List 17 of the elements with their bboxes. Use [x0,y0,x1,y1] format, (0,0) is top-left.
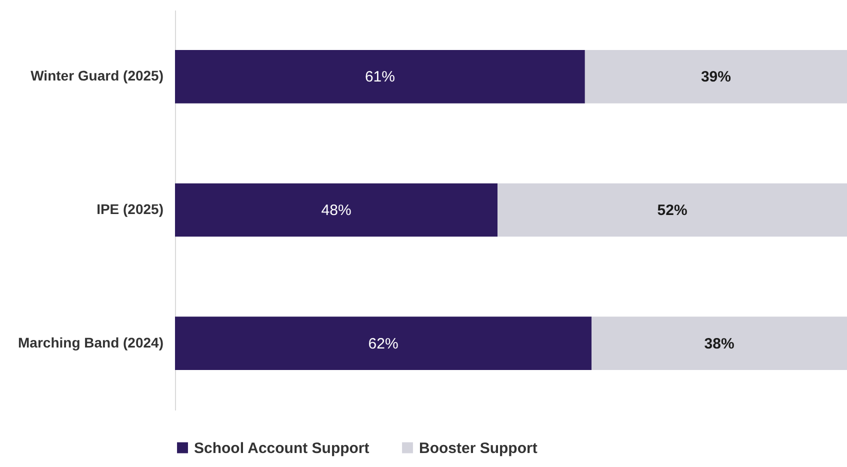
data-label: 39% [700,68,731,86]
data-label: 38% [704,335,734,352]
data-label: 48% [321,202,352,219]
bar [584,50,847,104]
legend-label: School Account Support [194,440,370,457]
legend-label: Booster Support [419,440,538,457]
data-label: 61% [364,68,395,86]
data-label: 52% [657,202,688,219]
data-label: 62% [368,335,398,352]
bar [175,316,592,370]
bar [175,50,585,104]
y-tick-label: Marching Band (2024) [18,334,164,350]
y-tick-label: Winter Guard (2025) [30,68,164,84]
bar [498,183,847,237]
bar [175,183,498,237]
bar [592,316,847,370]
y-tick-label: IPE (2025) [96,201,164,217]
